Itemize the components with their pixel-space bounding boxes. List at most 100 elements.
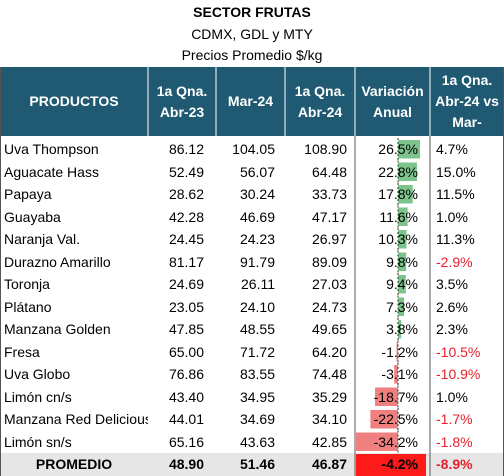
- variation-bar-negative: [396, 342, 398, 361]
- column-header: Mar-24: [227, 93, 274, 109]
- product-name: Toronja: [4, 276, 50, 292]
- variation-anual-label: -18.7%: [373, 388, 418, 405]
- price-abr23: 65.16: [168, 433, 204, 450]
- price-abr23: 65.00: [168, 343, 204, 360]
- variation-anual-label: 22.8%: [378, 163, 418, 180]
- variation-anual-label: -4.2%: [381, 456, 418, 472]
- variation-mensual: 1.0%: [436, 388, 468, 405]
- price-abr24: 46.87: [311, 456, 347, 472]
- table-header-block: SECTOR FRUTAS CDMX, GDL y MTY Precios Pr…: [0, 0, 504, 66]
- price-abr23: 23.05: [168, 298, 204, 315]
- price-abr23: 44.01: [168, 411, 204, 427]
- variation-bar-positive: [398, 275, 406, 294]
- variation-anual-label: 7.3%: [386, 298, 418, 315]
- variation-anual-label: 9.8%: [386, 253, 418, 270]
- price-abr24: 74.48: [311, 366, 347, 382]
- variation-bar-negative: [394, 365, 398, 384]
- table-title: SECTOR FRUTAS: [193, 4, 311, 20]
- price-mar24: 24.23: [239, 231, 275, 247]
- price-abr23: 48.90: [168, 456, 204, 472]
- product-name: Papaya: [4, 186, 52, 202]
- variation-bar-positive: [398, 297, 405, 316]
- price-mar24: 43.63: [239, 433, 275, 450]
- variation-mensual: -1.7%: [436, 411, 473, 427]
- price-abr24: 42.85: [311, 433, 347, 450]
- product-name: Guayaba: [4, 208, 61, 225]
- price-mar24: 104.05: [232, 141, 275, 157]
- price-abr24: 64.20: [311, 343, 347, 360]
- price-abr24: 34.10: [311, 411, 347, 427]
- variation-anual-label: 17.8%: [378, 186, 418, 202]
- price-mar24: 46.69: [239, 208, 275, 225]
- price-abr23: 81.17: [168, 253, 204, 270]
- variation-mensual: 15.0%: [436, 163, 476, 180]
- variation-mensual: 1.0%: [436, 208, 468, 225]
- price-mar24: 26.11: [241, 276, 275, 292]
- variation-mensual: -10.9%: [436, 366, 481, 382]
- price-abr24: 33.73: [311, 186, 347, 202]
- price-mar24: 56.07: [239, 163, 275, 180]
- variation-mensual: 2.6%: [436, 298, 468, 315]
- price-mar24: 24.10: [239, 298, 275, 315]
- column-header: Variación Anual: [361, 82, 424, 120]
- variation-bar-positive: [398, 320, 402, 339]
- variation-anual-label: 3.8%: [386, 321, 418, 337]
- price-abr23: 86.12: [168, 141, 204, 157]
- product-name: Uva Thompson: [4, 141, 99, 157]
- variation-bar-negative: [356, 432, 398, 451]
- variation-anual-label: 10.3%: [378, 231, 418, 247]
- variation-mensual: 11.3%: [436, 231, 475, 247]
- price-abr24: 108.90: [304, 141, 347, 157]
- price-abr23: 76.86: [168, 366, 204, 382]
- price-abr23: 42.28: [168, 208, 204, 225]
- price-abr24: 89.09: [311, 253, 347, 270]
- price-abr23: 28.62: [168, 186, 204, 202]
- variation-mensual: -8.9%: [436, 456, 473, 472]
- variation-mensual: 2.3%: [436, 321, 468, 337]
- price-mar24: 34.95: [239, 388, 275, 405]
- variation-anual-label: -22.5%: [373, 411, 418, 427]
- price-abr24: 26.97: [311, 231, 347, 247]
- price-mar24: 71.72: [239, 343, 275, 360]
- price-abr24: 49.65: [311, 321, 347, 337]
- price-abr24: 24.73: [311, 298, 347, 315]
- variation-anual-label: -34.2%: [373, 433, 418, 450]
- variation-bar-positive: [398, 207, 408, 226]
- product-name: Plátano: [4, 298, 52, 315]
- variation-bar-negative: [375, 387, 398, 406]
- product-name: Naranja Val.: [4, 231, 81, 247]
- price-abr23: 47.85: [168, 321, 204, 337]
- column-header: 1a Qna. Abr-24: [294, 82, 346, 120]
- price-mar24: 30.24: [239, 186, 275, 202]
- variation-mensual: -1.8%: [436, 433, 473, 450]
- price-abr24: 64.48: [311, 163, 347, 180]
- variation-anual-label: 11.6%: [379, 208, 418, 225]
- price-mar24: 48.55: [239, 321, 275, 337]
- variation-mensual: 3.5%: [436, 276, 468, 292]
- price-abr23: 52.49: [168, 163, 204, 180]
- variation-bar-positive: [398, 252, 407, 271]
- variation-mensual: -2.9%: [436, 253, 473, 270]
- price-abr23: 43.40: [168, 388, 204, 405]
- variation-mensual: -10.5%: [436, 343, 481, 360]
- price-mar24: 34.69: [239, 411, 275, 427]
- price-abr24: 27.03: [311, 276, 347, 292]
- variation-anual-label: -1.2%: [381, 343, 418, 360]
- price-abr23: 24.69: [168, 276, 204, 292]
- variation-bar-positive: [398, 162, 417, 181]
- variation-bar-positive: [398, 185, 413, 204]
- variation-bar-negative: [370, 410, 398, 429]
- product-name: Aguacate Hass: [4, 163, 99, 180]
- price-abr24: 47.17: [311, 208, 347, 225]
- table-subtitle-regions: CDMX, GDL y MTY: [191, 26, 313, 42]
- column-header: 1a Qna. Abr-23: [156, 82, 208, 120]
- price-abr23: 24.45: [168, 231, 204, 247]
- product-name: Uva Globo: [4, 366, 71, 382]
- price-abr24: 35.29: [311, 388, 347, 405]
- price-mar24: 91.79: [239, 253, 275, 270]
- column-header: PRODUCTOS: [29, 93, 119, 109]
- product-name: Limón sn/s: [4, 433, 72, 450]
- variation-bar-positive: [398, 140, 420, 159]
- product-name: Limón cn/s: [4, 388, 72, 405]
